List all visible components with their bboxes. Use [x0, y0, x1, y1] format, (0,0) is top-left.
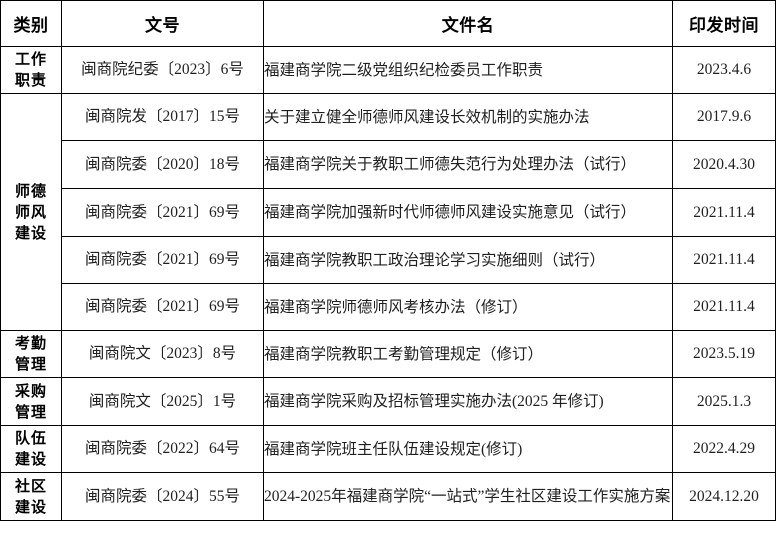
table-header: 类别 文号 文件名 印发时间 — [0, 0, 776, 47]
category-cell: 采购 管理 — [0, 377, 62, 426]
column-header-doc-number: 文号 — [61, 0, 264, 47]
table-row: 闽商院委〔2021〕69号 福建商学院教职工政治理论学习实施细则（试行） 2021.… — [1, 236, 776, 284]
doc-name-cell: 福建商学院教职工政治理论学习实施细则（试行） — [263, 236, 673, 284]
doc-name-cell: 福建商学院班主任队伍建设规定(修订) — [263, 425, 673, 473]
category-label-line: 采购 — [14, 381, 47, 400]
issue-date-cell: 2022.4.29 — [672, 425, 776, 473]
category-cell: 考勤 管理 — [0, 330, 62, 378]
category-label-line: 考勤 — [14, 334, 47, 352]
category-label-line: 队伍 — [14, 429, 47, 447]
category-label-line: 管理 — [14, 355, 47, 373]
issue-date-cell: 2021.11.4 — [672, 283, 776, 331]
doc-name-cell: 福建商学院二级党组织纪检委员工作职责 — [263, 46, 673, 94]
doc-name-cell: 福建商学院师德师风考核办法（修订） — [263, 283, 673, 331]
doc-name-cell: 2024-2025年福建商学院“一站式”学生社区建设工作实施方案 — [263, 472, 673, 521]
table-header-row: 类别 文号 文件名 印发时间 — [0, 0, 776, 47]
doc-name-cell: 关于建立健全师德师风建设长效机制的实施办法 — [263, 93, 673, 141]
table-row: 闽商院委〔2021〕69号 福建商学院加强新时代师德师风建设实施意见（试行） 202… — [1, 188, 776, 237]
category-label-line: 师风 — [14, 202, 47, 221]
category-cell: 工作 职责 — [0, 46, 62, 94]
issue-date-cell: 2021.11.4 — [672, 236, 776, 284]
doc-name-cell: 福建商学院教职工考勤管理规定（修订） — [263, 330, 673, 378]
column-header-doc-name: 文件名 — [263, 0, 673, 47]
category-label-line: 建设 — [14, 223, 47, 242]
table-row: 工作职责 闽商院纪委〔2023〕6号 福建商学院二级党组织纪检委员工作职责 2023.… — [0, 46, 776, 94]
category-label-line: 师德 — [14, 181, 47, 200]
doc-number-cell: 闽商院委〔2021〕69号 — [61, 236, 264, 284]
table-row: 师德 师风 建设 闽商院发〔2017〕15号 关于建立健全师德师风建设长效机制的实施办法… — [0, 93, 776, 331]
table-row: 队伍建设 闽商院委〔2022〕64号 福建商学院班主任队伍建设规定(修订) 2022.… — [0, 425, 776, 473]
doc-number-cell: 闽商院委〔2020〕18号 — [61, 140, 264, 189]
issue-date-cell: 2017.9.6 — [672, 93, 776, 141]
column-header-category: 类别 — [0, 0, 62, 47]
issue-date-cell: 2020.4.30 — [672, 140, 776, 189]
category-cell: 社区 建设 — [0, 472, 62, 521]
doc-number-cell: 闽商院委〔2021〕69号 — [61, 188, 264, 237]
table-row: 采购管理 闽商院文〔2025〕1号 福建商学院采购及招标管理实施办法(2025 年修… — [0, 377, 776, 426]
category-label-line: 管理 — [14, 402, 47, 421]
issue-date-cell: 2025.1.3 — [672, 377, 776, 426]
table-row: 社区建设 闽商院委〔2024〕55号 2024-2025年福建商学院“一站式”学生社… — [0, 472, 776, 521]
doc-name-cell: 福建商学院采购及招标管理实施办法(2025 年修订) — [263, 377, 673, 426]
issue-date-cell: 2023.4.6 — [672, 46, 776, 94]
doc-number-cell: 闽商院委〔2022〕64号 — [61, 425, 264, 473]
category-cell: 师德 师风 建设 — [0, 93, 62, 331]
doc-name-cell: 福建商学院加强新时代师德师风建设实施意见（试行） — [263, 188, 673, 237]
category-label-line: 建设 — [14, 497, 47, 516]
category-label-line: 职责 — [14, 71, 47, 89]
table-row: 闽商院委〔2020〕18号 福建商学院关于教职工师德失范行为处理办法（试行） 202… — [1, 140, 776, 189]
category-cell: 队伍 建设 — [0, 425, 62, 473]
issue-date-cell: 2023.5.19 — [672, 330, 776, 378]
regulations-table: 类别 文号 文件名 印发时间 工作职责 闽商院纪委〔2023〕6号 福建商学院二级党… — [0, 0, 776, 521]
category-label-line: 工作 — [14, 50, 47, 68]
column-header-issue-date: 印发时间 — [672, 0, 776, 47]
table-row: 考勤管理 闽商院文〔2023〕8号 福建商学院教职工考勤管理规定（修订） 2023.5… — [0, 330, 776, 378]
doc-name-cell: 福建商学院关于教职工师德失范行为处理办法（试行） — [263, 140, 673, 189]
category-label-line: 社区 — [14, 476, 47, 495]
category-label-line: 建设 — [14, 450, 47, 468]
doc-number-cell: 闽商院委〔2024〕55号 — [61, 472, 264, 521]
doc-number-cell: 闽商院纪委〔2023〕6号 — [61, 46, 264, 94]
doc-number-cell: 闽商院文〔2025〕1号 — [61, 377, 264, 426]
table-row: 闽商院委〔2021〕69号 福建商学院师德师风考核办法（修订） 2021.11.4 — [1, 283, 776, 331]
issue-date-cell: 2021.11.4 — [672, 188, 776, 237]
table-body: 工作 职责 闽商院纪委〔2023〕6号 福建商学院二级党组织纪检委员工作职责 2023.… — [0, 46, 776, 521]
doc-number-cell: 闽商院文〔2023〕8号 — [61, 330, 264, 378]
issue-date-cell: 2024.12.20 — [672, 472, 776, 521]
doc-number-cell: 闽商院发〔2017〕15号 — [61, 93, 264, 141]
doc-number-cell: 闽商院委〔2021〕69号 — [61, 283, 264, 331]
